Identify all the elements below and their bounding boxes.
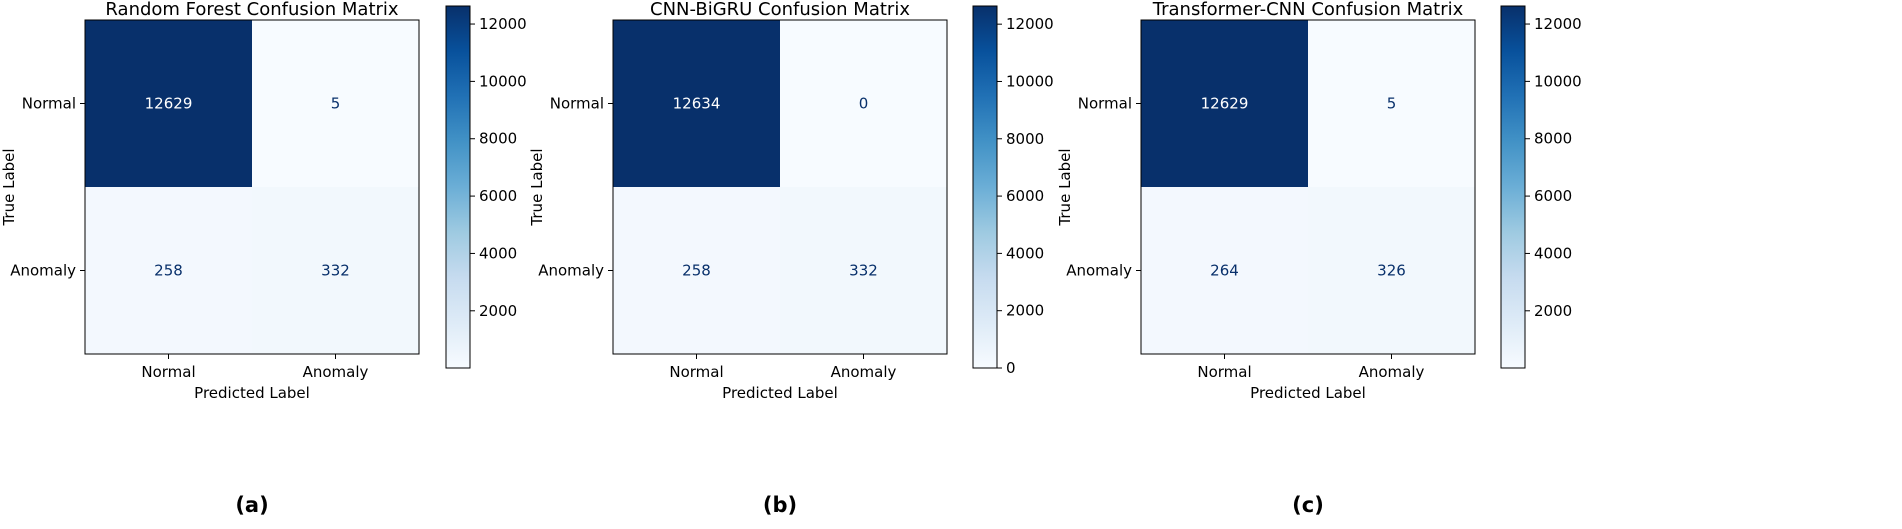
colorbar-tick-label: 6000 [1534,187,1572,205]
cell-value-label: 5 [1387,95,1397,113]
colorbar-tick-label: 6000 [479,187,517,205]
axes-frame [84,19,420,355]
cell-value-label: 0 [859,95,869,113]
colorbar-tick-label: 12000 [1006,15,1054,33]
matrix-cell [85,20,252,187]
colorbar [445,5,471,369]
cell-value-label: 258 [682,262,711,280]
axes-frame [612,19,948,355]
panel-sublabel: (b) [763,493,797,517]
colorbar-tick-label: 6000 [1006,187,1044,205]
x-tick-label: Anomaly [303,363,369,381]
x-axis-label: Predicted Label [1250,384,1366,402]
cell-value-label: 12629 [145,95,193,113]
colorbar-tick-label: 2000 [1534,302,1572,320]
cell-value-label: 264 [1210,262,1239,280]
x-tick-label: Anomaly [831,363,897,381]
y-tick-label: Anomaly [1066,262,1132,280]
cell-value-label: 332 [849,262,878,280]
cell-value-label: 5 [331,95,341,113]
matrix-cell [252,187,419,354]
colorbar-tick-label: 10000 [1006,72,1054,90]
panel-title: CNN-BiGRU Confusion Matrix [650,0,910,20]
colorbar-tick-label: 4000 [1534,244,1572,262]
y-tick-label: Normal [1078,95,1132,113]
y-axis-label: True Label [1056,148,1074,226]
y-tick-label: Normal [550,95,604,113]
matrix-cell [1141,187,1308,354]
colorbar-tick-label: 10000 [479,72,527,90]
y-axis-label: True Label [528,148,546,226]
confusion-matrix-panel: 12634 0 258 332 Normal Anomaly Normal Anomaly CN… [528,0,1054,517]
y-axis-label: True Label [0,148,18,226]
matrix-cell [780,187,947,354]
colorbar-tick-label: 8000 [479,130,517,148]
colorbar-tick-label: 0 [1006,359,1016,377]
panel-sublabel: (c) [1292,493,1324,517]
matrix-cell [1141,20,1308,187]
matrix-cell [613,187,780,354]
axes-frame [1140,19,1476,355]
colorbar-tick-label: 12000 [1534,15,1582,33]
colorbar-tick-label: 4000 [1006,244,1044,262]
colorbar [972,5,998,369]
x-tick-label: Normal [141,363,195,381]
matrix-cell [85,187,252,354]
cell-value-label: 326 [1377,262,1406,280]
y-tick-label: Anomaly [10,262,76,280]
panel-title: Transformer-CNN Confusion Matrix [1152,0,1464,20]
cell-value-label: 12629 [1201,95,1249,113]
colorbar-tick-label: 4000 [479,244,517,262]
confusion-matrix-panel: 12629 5 264 326 Normal Anomaly Normal Anomaly Tr… [1056,0,1582,517]
matrix-cell [613,20,780,187]
confusion-matrix-panel: 12629 5 258 332 Normal Anomaly Normal Anomaly Ra… [0,0,527,517]
colorbar [1500,5,1526,369]
y-tick-label: Normal [22,95,76,113]
colorbar-tick-label: 8000 [1534,130,1572,148]
x-tick-label: Normal [1197,363,1251,381]
matrix-cell [1308,20,1475,187]
matrix-cell [780,20,947,187]
cell-value-label: 12634 [673,95,721,113]
panel-sublabel: (a) [235,493,268,517]
x-tick-label: Normal [669,363,723,381]
colorbar-tick-label: 2000 [1006,302,1044,320]
cell-value-label: 258 [154,262,183,280]
colorbar-tick-label: 8000 [1006,130,1044,148]
colorbar-tick-label: 2000 [479,302,517,320]
panel-title: Random Forest Confusion Matrix [105,0,398,20]
matrix-cell [252,20,419,187]
y-tick-label: Anomaly [538,262,604,280]
x-axis-label: Predicted Label [722,384,838,402]
colorbar-tick-label: 12000 [479,15,527,33]
matrix-cell [1308,187,1475,354]
x-tick-label: Anomaly [1359,363,1425,381]
colorbar-tick-label: 10000 [1534,72,1582,90]
x-axis-label: Predicted Label [194,384,310,402]
cell-value-label: 332 [321,262,350,280]
